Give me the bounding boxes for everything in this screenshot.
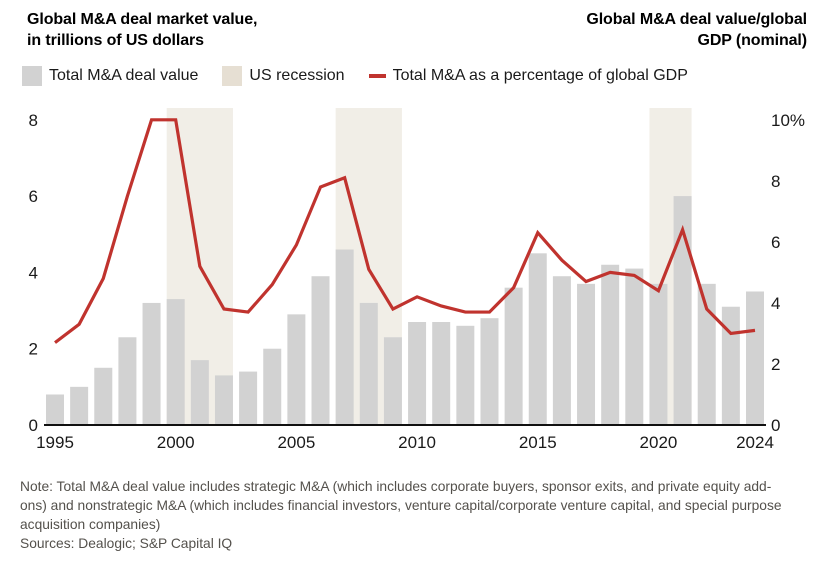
left-axis-tick-label: 6 — [29, 187, 38, 206]
deal-value-bar — [432, 321, 451, 425]
deal-value-bar — [383, 337, 402, 425]
deal-value-bar — [118, 337, 137, 425]
deal-value-bar — [673, 196, 692, 425]
right-axis-title: Global M&A deal value/global GDP (nomina… — [586, 9, 807, 51]
right-axis-tick-label: 6 — [771, 233, 780, 252]
deal-value-bar — [577, 283, 596, 425]
legend-item-gdp-line: Total M&A as a percentage of global GDP — [368, 67, 688, 85]
deal-value-bar — [504, 287, 523, 425]
left-axis-tick-label: 8 — [29, 111, 38, 130]
deal-value-bar — [46, 394, 64, 425]
deal-value-bar — [721, 306, 740, 425]
deal-value-bar — [359, 302, 378, 425]
combo-chart: 0 2 4 6 8 0 2 4 6 8 10% 1995 2000 2005 2010 2015 2020 202… — [29, 108, 805, 452]
right-axis-tick-label: 8 — [771, 172, 780, 191]
left-title-line1: Global M&A deal market value, — [27, 11, 258, 28]
deal-value-bar — [94, 367, 113, 425]
legend-label-recession: US recession — [249, 67, 345, 84]
legend: Total M&A deal value US recession Total … — [22, 65, 712, 87]
deal-value-bar — [552, 276, 571, 425]
right-axis-tick-label: 4 — [771, 294, 780, 313]
deal-value-bar — [625, 268, 644, 425]
right-axis-tick-label: 2 — [771, 355, 780, 374]
right-title-line1: Global M&A deal value/global — [586, 11, 807, 28]
legend-item-recession: US recession — [222, 66, 345, 86]
left-axis-tick-label: 0 — [29, 416, 38, 435]
deal-value-bar — [239, 371, 258, 425]
x-axis-year-label: 2000 — [157, 433, 195, 452]
legend-label-deal-value: Total M&A deal value — [49, 67, 199, 84]
left-axis-tick-label: 2 — [29, 340, 38, 359]
deal-value-bar — [528, 253, 547, 425]
bar-swatch-icon — [22, 66, 42, 86]
x-axis-year-label: 2005 — [277, 433, 315, 452]
deal-value-bar — [601, 264, 620, 425]
footnote: Note: Total M&A deal value includes stra… — [20, 477, 795, 553]
deal-value-bar — [142, 302, 161, 425]
deal-value-bar — [746, 291, 764, 425]
legend-item-deal-value: Total M&A deal value — [22, 66, 198, 86]
x-axis-year-label: 2010 — [398, 433, 436, 452]
deal-value-bar — [480, 318, 499, 425]
deal-value-bar — [263, 348, 282, 425]
x-axis-year-label: 2020 — [640, 433, 678, 452]
deal-value-bar — [408, 321, 427, 425]
x-axis-year-label: 1995 — [36, 433, 74, 452]
note-text: Note: Total M&A deal value includes stra… — [20, 479, 782, 532]
x-axis-year-label: 2015 — [519, 433, 557, 452]
deal-value-bar — [311, 276, 330, 425]
right-axis-tick-label: 0 — [771, 416, 780, 435]
left-title-line2: in trillions of US dollars — [27, 32, 204, 49]
deal-value-bar — [166, 299, 185, 425]
sources-text: Sources: Dealogic; S&P Capital IQ — [20, 536, 233, 551]
right-title-line2: GDP (nominal) — [697, 32, 807, 49]
left-axis-title: Global M&A deal market value, in trillio… — [27, 9, 257, 51]
deal-value-bar — [649, 283, 668, 425]
deal-value-bar — [456, 325, 475, 425]
recession-swatch-icon — [222, 66, 243, 86]
deal-value-bar — [697, 283, 716, 425]
gdp-percentage-line — [54, 118, 756, 344]
deal-value-bar — [214, 375, 233, 425]
deal-value-bar — [287, 314, 306, 425]
x-axis-line — [44, 424, 766, 426]
right-axis-tick-label: 10% — [771, 111, 805, 130]
deal-value-bar — [335, 249, 354, 425]
x-axis-year-label: 2024 — [736, 433, 774, 452]
legend-label-gdp-line: Total M&A as a percentage of global GDP — [392, 67, 688, 84]
deal-value-bar — [190, 360, 209, 425]
deal-value-bar — [70, 386, 89, 425]
line-swatch-icon — [368, 74, 386, 78]
left-axis-tick-label: 4 — [29, 263, 38, 282]
